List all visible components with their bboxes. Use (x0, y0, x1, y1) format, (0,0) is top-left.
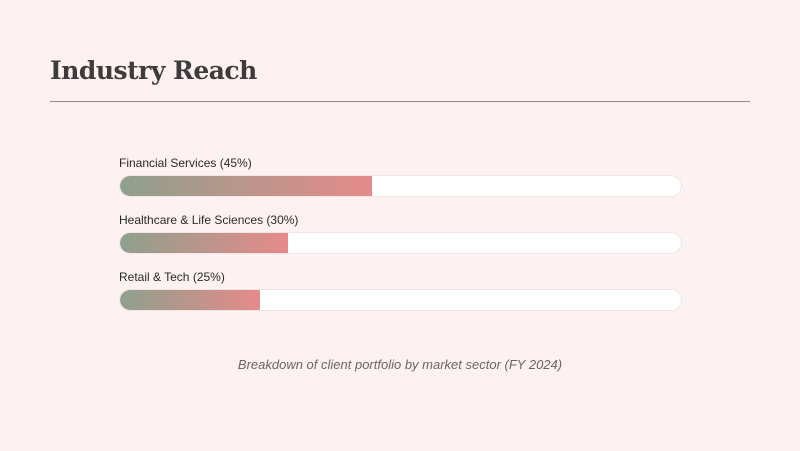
sector-label: Retail & Tech (25%) (119, 270, 225, 284)
sector-bar-fill (120, 290, 261, 310)
sector-row-healthcare: Healthcare & Life Sciences (30%) (119, 212, 682, 269)
sector-bar-track (119, 175, 682, 197)
sector-label: Financial Services (45%) (119, 156, 252, 170)
sector-bars: Financial Services (45%) Healthcare & Li… (119, 155, 682, 326)
sector-row-retail: Retail & Tech (25%) (119, 269, 682, 326)
sector-label: Healthcare & Life Sciences (30%) (119, 213, 299, 227)
chart-caption: Breakdown of client portfolio by market … (237, 357, 563, 372)
sector-bar-track (119, 232, 682, 254)
page-title: Industry Reach (50, 56, 257, 85)
sector-bar-track (119, 289, 682, 311)
sector-bar-fill (120, 233, 289, 253)
sector-bar-fill (120, 176, 373, 196)
title-divider (50, 101, 750, 102)
sector-row-financial: Financial Services (45%) (119, 155, 682, 212)
